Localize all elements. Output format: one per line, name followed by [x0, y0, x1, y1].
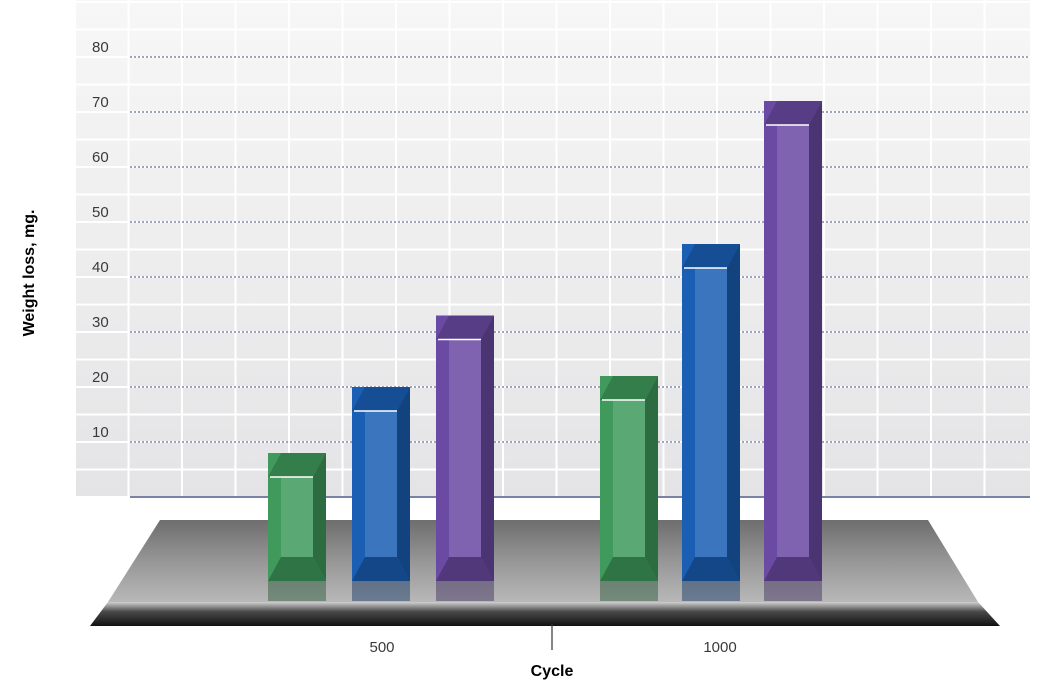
floor-platform: [108, 520, 978, 602]
bar-side: [481, 315, 494, 581]
bar-bottom: [682, 557, 740, 581]
bar-top: [352, 387, 410, 411]
bar-bottom: [436, 557, 494, 581]
bar-top: [682, 244, 740, 268]
y-tick-label: 30: [92, 314, 109, 331]
bar-side: [645, 376, 658, 581]
y-tick-label: 50: [92, 204, 109, 221]
bar-top: [600, 376, 658, 400]
bar-bottom: [764, 557, 822, 581]
bar-top: [268, 453, 326, 477]
bar-bottom: [268, 557, 326, 581]
x-axis-title: Cycle: [531, 663, 574, 680]
x-tick-label-500: 500: [369, 639, 394, 656]
bar-500-s2: [352, 387, 410, 601]
bars: [268, 101, 822, 601]
y-tick-label: 20: [92, 369, 109, 386]
bar-1000-s1: [600, 376, 658, 601]
x-tick-label-1000: 1000: [703, 639, 736, 656]
y-tick-label: 10: [92, 424, 109, 441]
bar-bottom: [600, 557, 658, 581]
bar-side: [313, 453, 326, 581]
y-tick-labels: 10 20 30 40 50 60 70 80: [92, 39, 109, 441]
y-tick-label: 70: [92, 94, 109, 111]
bar-reflection: [600, 581, 658, 601]
horizontal-gridlines: [130, 56, 1030, 443]
bar-reflection: [764, 581, 822, 601]
bar-gloss: [695, 268, 727, 557]
y-tick-label: 80: [92, 39, 109, 56]
bar-1000-s2: [682, 244, 740, 601]
bar-500-s1: [268, 453, 326, 601]
bar-reflection: [436, 581, 494, 601]
bar-reflection: [682, 581, 740, 601]
bar-top: [436, 315, 494, 340]
y-axis-title: Weight loss, mg.: [21, 210, 38, 337]
bar-bottom: [352, 557, 410, 581]
bar-500-s3: [436, 315, 494, 601]
y-tick-label: 60: [92, 149, 109, 166]
bar-reflection: [352, 581, 410, 601]
y-tick-label: 40: [92, 259, 109, 276]
bar-side: [809, 101, 822, 581]
bar-top: [764, 101, 822, 125]
floor-edge: [90, 602, 1000, 626]
bar-gloss: [777, 125, 809, 557]
bar-side: [727, 244, 740, 581]
bar-gloss: [449, 339, 481, 557]
bar-gloss: [613, 400, 645, 557]
bar-gloss: [365, 411, 397, 557]
bar-gloss: [281, 477, 313, 557]
bar-reflection: [268, 581, 326, 601]
bar-side: [397, 387, 410, 581]
bar-1000-s3: [764, 101, 822, 601]
